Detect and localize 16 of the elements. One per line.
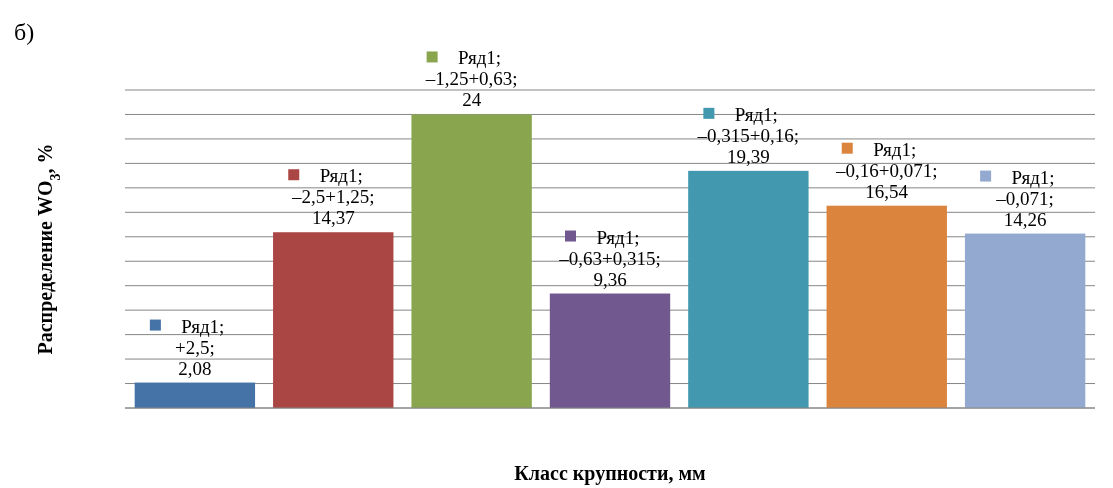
data-label: Ряд1; –0,16+0,071; 16,54 <box>835 138 938 202</box>
bar <box>964 233 1086 408</box>
bar <box>411 114 532 408</box>
bar <box>826 205 947 408</box>
data-label: Ряд1; –0,63+0,315; 9,36 <box>558 226 661 290</box>
bar <box>134 382 256 408</box>
data-label: Ряд1; –1,25+0,63; 24 <box>424 47 518 111</box>
bar <box>549 293 671 408</box>
x-axis-title: Класс крупности, мм <box>514 462 706 485</box>
bar <box>688 170 809 408</box>
data-label: Ряд1; –0,071; 14,26 <box>995 166 1055 230</box>
bar <box>273 232 394 408</box>
data-label: Ряд1; –2,5+1,25; 14,37 <box>291 165 375 229</box>
data-label: Ряд1; –0,315+0,16; 19,39 <box>696 103 800 167</box>
data-label: Ряд1; +2,5; 2,08 <box>175 315 225 379</box>
text: б) <box>14 19 35 45</box>
